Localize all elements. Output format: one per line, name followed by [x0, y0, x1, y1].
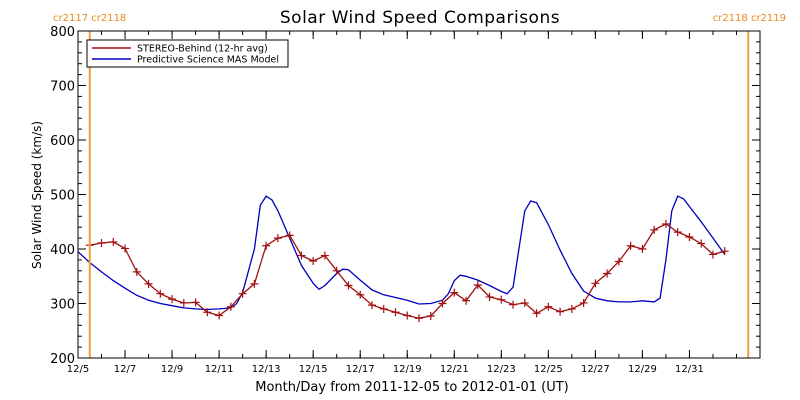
data-point: [626, 241, 635, 250]
y-tick-label: 400: [50, 243, 75, 258]
y-tick-label: 200: [50, 352, 75, 367]
data-point: [614, 257, 623, 266]
x-tick-label: 12/29: [628, 364, 657, 375]
data-point: [438, 299, 447, 308]
data-point: [367, 301, 376, 310]
x-tick-label: 12/27: [581, 364, 610, 375]
x-tick-label: 12/9: [161, 364, 183, 375]
data-point: [661, 219, 670, 228]
data-point: [109, 237, 118, 246]
x-tick-label: 12/19: [393, 364, 422, 375]
data-point: [650, 225, 659, 234]
legend-label: STEREO-Behind (12-hr avg): [137, 44, 268, 55]
legend-box: [86, 39, 289, 68]
data-point: [426, 312, 435, 321]
data-point: [556, 307, 565, 316]
y-tick-label: 700: [50, 80, 75, 95]
data-point: [497, 295, 506, 304]
series-line: [78, 195, 726, 311]
y-tick-label: 600: [50, 134, 75, 149]
data-point: [473, 280, 482, 289]
y-axis-label: Solar Wind Speed (km/s): [30, 121, 44, 269]
data-point: [391, 308, 400, 317]
data-point: [532, 309, 541, 318]
data-point: [238, 289, 247, 298]
data-point: [344, 281, 353, 290]
data-point: [567, 304, 576, 313]
data-point: [462, 296, 471, 305]
data-point: [144, 279, 153, 288]
data-point: [697, 239, 706, 248]
data-point: [450, 288, 459, 297]
data-point: [156, 289, 165, 298]
carrington-markers: cr2117 cr2118 cr2118 cr2119: [53, 13, 786, 358]
data-point: [509, 300, 518, 309]
x-tick-label: 12/25: [534, 364, 563, 375]
x-tick-label: 12/23: [487, 364, 516, 375]
y-tick-label: 300: [50, 298, 75, 313]
x-tick-label: 12/21: [440, 364, 469, 375]
x-tick-label: 12/15: [299, 364, 328, 375]
data-point: [273, 234, 282, 243]
data-point: [520, 298, 529, 307]
y-tick-label: 500: [50, 189, 75, 204]
data-point: [203, 308, 212, 317]
data-point: [121, 244, 130, 253]
data-point: [356, 290, 365, 299]
data-point: [309, 256, 318, 265]
data-point: [720, 247, 729, 256]
data-point: [379, 304, 388, 313]
data-point: [685, 233, 694, 242]
data-point: [415, 314, 423, 323]
data-point: [332, 266, 341, 275]
x-tick-label: 12/31: [675, 364, 704, 375]
x-tick-label: 12/13: [252, 364, 281, 375]
data-point: [179, 298, 188, 307]
x-tick-label: 12/11: [205, 364, 234, 375]
data-point: [97, 239, 106, 248]
data-point: [708, 250, 717, 259]
data-point: [591, 279, 600, 288]
y-tick-label: 800: [50, 25, 75, 40]
carrington-marker-label: cr2117 cr2118: [53, 13, 126, 24]
data-point: [215, 311, 224, 320]
x-tick-label: 12/17: [346, 364, 375, 375]
data-point: [285, 231, 294, 240]
series-line: [89, 223, 725, 319]
x-tick-label: 12/7: [114, 364, 136, 375]
legend: STEREO-Behind (12-hr avg)Predictive Scie…: [86, 39, 289, 68]
data-point: [603, 269, 612, 278]
series-layer: [78, 195, 729, 323]
data-point: [250, 279, 259, 288]
legend-label: Predictive Science MAS Model: [137, 55, 279, 66]
data-point: [638, 245, 647, 253]
data-point: [544, 302, 553, 311]
data-point: [403, 311, 412, 320]
chart-title: Solar Wind Speed Comparisons: [280, 8, 560, 28]
plot-frame: [77, 30, 761, 359]
x-tick-label: 12/5: [67, 364, 89, 375]
data-point: [579, 298, 588, 307]
data-point: [168, 295, 177, 304]
data-point: [191, 298, 200, 307]
data-point: [132, 267, 141, 276]
data-point: [262, 241, 271, 250]
data-point: [320, 251, 329, 260]
data-point: [297, 251, 306, 260]
x-axis-label: Month/Day from 2011-12-05 to 2012-01-01 …: [255, 380, 568, 395]
data-point: [673, 228, 682, 237]
data-point: [485, 292, 494, 301]
x-axis: 12/5 12/7 12/9 12/11 12/13 12/15 12/17 12/19 12/…: [67, 31, 761, 375]
data-point: [226, 302, 235, 311]
carrington-marker-label: cr2118 cr2119: [713, 13, 786, 24]
